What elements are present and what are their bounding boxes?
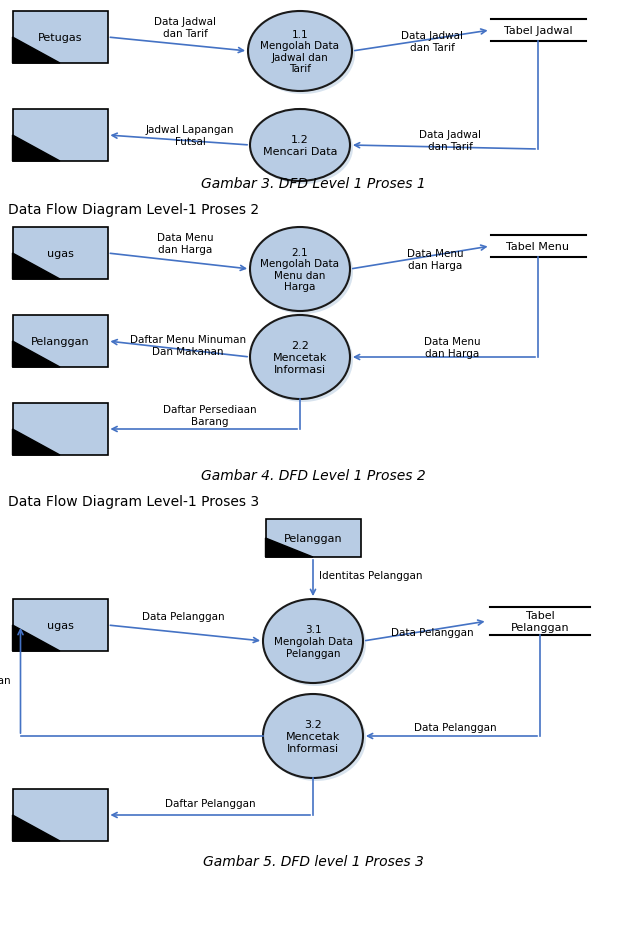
Text: Identitas Pelanggan: Identitas Pelanggan: [319, 570, 423, 581]
Text: Data Pelanggan: Data Pelanggan: [391, 628, 473, 637]
Text: 3.1
Mengolah Data
Pelanggan: 3.1 Mengolah Data Pelanggan: [274, 625, 352, 658]
Ellipse shape: [250, 228, 350, 312]
Text: Gambar 3. DFD Level 1 Proses 1: Gambar 3. DFD Level 1 Proses 1: [200, 177, 426, 191]
Text: 1.2
Mencari Data: 1.2 Mencari Data: [263, 135, 337, 157]
Bar: [13, 110, 108, 161]
Text: ugas: ugas: [46, 248, 73, 259]
Text: Data Menu
dan Harga: Data Menu dan Harga: [407, 249, 463, 271]
Text: Petugas: Petugas: [38, 33, 82, 43]
Ellipse shape: [266, 602, 366, 686]
Polygon shape: [13, 430, 60, 456]
Text: Data Flow Diagram Level-1 Proses 2: Data Flow Diagram Level-1 Proses 2: [8, 203, 259, 217]
Polygon shape: [13, 38, 60, 64]
Text: Tabel Jadwal: Tabel Jadwal: [504, 26, 572, 36]
Text: Data Pelanggan: Data Pelanggan: [414, 722, 496, 733]
Ellipse shape: [263, 599, 363, 683]
Text: Data Pelanggan: Data Pelanggan: [141, 612, 224, 621]
Text: Pelanggan: Pelanggan: [284, 533, 342, 544]
Text: Tabel Menu: Tabel Menu: [506, 242, 570, 252]
Ellipse shape: [263, 694, 363, 778]
Text: Data Jadwal
dan Tarif: Data Jadwal dan Tarif: [154, 17, 216, 39]
Polygon shape: [13, 625, 60, 651]
Text: 2.2
Mencetak
Informasi: 2.2 Mencetak Informasi: [273, 341, 327, 374]
Polygon shape: [13, 342, 60, 367]
Text: Data Flow Diagram Level-1 Proses 3: Data Flow Diagram Level-1 Proses 3: [8, 495, 259, 509]
Text: Daftar Menu Minuman
Dan Makanan: Daftar Menu Minuman Dan Makanan: [130, 335, 246, 357]
Text: Tabel
Pelanggan: Tabel Pelanggan: [511, 611, 569, 632]
Text: Gambar 4. DFD Level 1 Proses 2: Gambar 4. DFD Level 1 Proses 2: [200, 468, 426, 482]
Text: Data Jadwal
dan Tarif: Data Jadwal dan Tarif: [401, 31, 463, 53]
Text: 2.1
Mengolah Data
Menu dan
Harga: 2.1 Mengolah Data Menu dan Harga: [260, 247, 339, 292]
Text: Data Menu
dan Harga: Data Menu dan Harga: [424, 337, 480, 359]
Bar: [265, 519, 361, 557]
Text: Jadwal Lapangan
Futsal: Jadwal Lapangan Futsal: [146, 125, 234, 146]
Text: Gambar 5. DFD level 1 Proses 3: Gambar 5. DFD level 1 Proses 3: [203, 854, 423, 868]
Ellipse shape: [253, 319, 353, 402]
Text: Daftar Pelanggan: Daftar Pelanggan: [165, 799, 255, 808]
Polygon shape: [13, 254, 60, 279]
Ellipse shape: [248, 12, 352, 92]
Ellipse shape: [253, 113, 353, 185]
Ellipse shape: [251, 15, 355, 95]
Polygon shape: [13, 815, 60, 841]
Bar: [13, 12, 108, 64]
Text: Daftar Pelanggan: Daftar Pelanggan: [0, 676, 11, 685]
Bar: [13, 599, 108, 651]
Ellipse shape: [266, 698, 366, 782]
Polygon shape: [13, 136, 60, 161]
Bar: [13, 228, 108, 279]
Ellipse shape: [250, 315, 350, 399]
Text: Data Menu
dan Harga: Data Menu dan Harga: [156, 233, 213, 255]
Text: 3.2
Mencetak
Informasi: 3.2 Mencetak Informasi: [286, 719, 340, 752]
Ellipse shape: [253, 230, 353, 314]
Bar: [13, 789, 108, 841]
Polygon shape: [265, 538, 313, 557]
Text: Daftar Persediaan
Barang: Daftar Persediaan Barang: [163, 405, 257, 427]
Bar: [13, 315, 108, 367]
Text: Data Jadwal
dan Tarif: Data Jadwal dan Tarif: [419, 130, 481, 152]
Bar: [13, 404, 108, 456]
Text: ugas: ugas: [46, 620, 73, 631]
Text: Pelanggan: Pelanggan: [31, 337, 90, 346]
Text: 1.1
Mengolah Data
Jadwal dan
Tarif: 1.1 Mengolah Data Jadwal dan Tarif: [260, 29, 339, 75]
Ellipse shape: [250, 110, 350, 182]
